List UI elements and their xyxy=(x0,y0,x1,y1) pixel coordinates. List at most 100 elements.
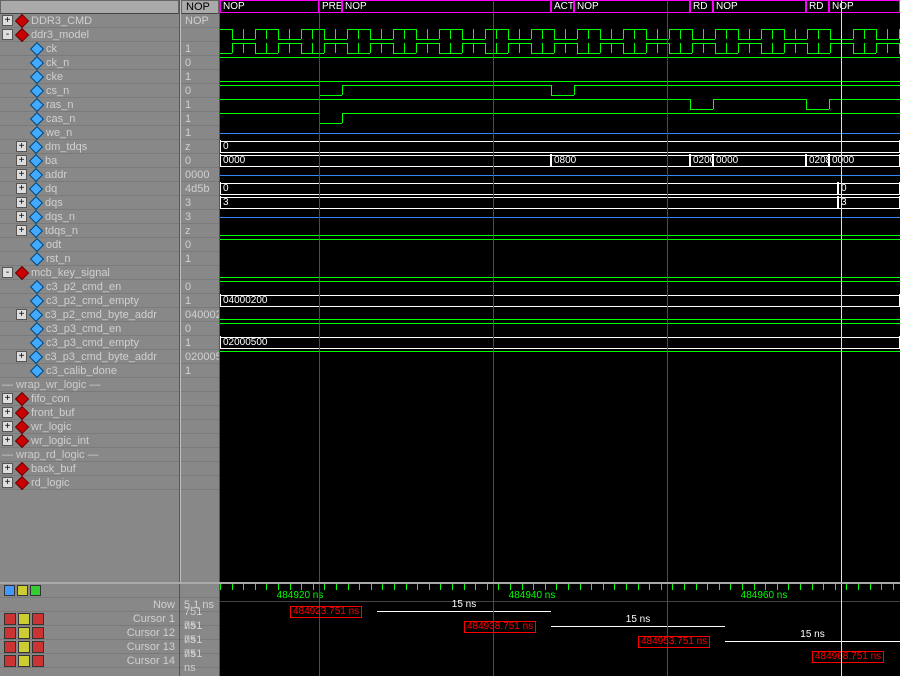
sig-dm_tdqs[interactable]: +dm_tdqs xyxy=(0,140,179,154)
sig-wr_logic[interactable]: +wr_logic xyxy=(0,420,179,434)
expand-icon[interactable]: + xyxy=(16,141,27,152)
signal-icon xyxy=(30,363,44,377)
tool-icon-3[interactable] xyxy=(30,585,41,596)
sig-rd_logic[interactable]: + rd_logic xyxy=(0,476,179,490)
sig-cs_n[interactable]: cs_n xyxy=(0,84,179,98)
key-icon[interactable] xyxy=(18,613,30,625)
sig-c3_calib_done[interactable]: c3_calib_done xyxy=(0,364,179,378)
signal-label: c3_p3_cmd_en xyxy=(46,322,121,336)
tool-icon-2[interactable] xyxy=(17,585,28,596)
tick-label: 484940 ns xyxy=(509,590,556,601)
flag-icon[interactable] xyxy=(32,655,44,667)
sig-c3_p2_cmd_en[interactable]: c3_p2_cmd_en xyxy=(0,280,179,294)
lock-icon[interactable] xyxy=(4,655,16,667)
sig-c3_p2_cmd_byte_addr[interactable]: +c3_p2_cmd_byte_addr xyxy=(0,308,179,322)
flag-icon[interactable] xyxy=(32,641,44,653)
cursor-row[interactable]: Cursor 1 xyxy=(0,612,179,626)
cursor-line[interactable] xyxy=(841,0,842,582)
sig-dqs_n[interactable]: + dqs_n xyxy=(0,210,179,224)
cursor-row[interactable]: Cursor 13 xyxy=(0,640,179,654)
sig-mcb_key_signal[interactable]: -mcb_key_signal xyxy=(0,266,179,280)
sig-cas_n[interactable]: cas_n xyxy=(0,112,179,126)
cursor-row[interactable]: Cursor 12 xyxy=(0,626,179,640)
sig-addr[interactable]: +addr xyxy=(0,168,179,182)
cursor-line[interactable] xyxy=(493,0,494,582)
footer-left: Now Cursor 1Cursor 12Cursor 13Cursor 14 xyxy=(0,584,180,676)
sig-wr_logic_int[interactable]: +wr_logic_int xyxy=(0,434,179,448)
sig-tdqs_n[interactable]: +tdqs_n xyxy=(0,224,179,238)
signal-icon xyxy=(30,69,44,83)
sig-ck_n[interactable]: ck_n xyxy=(0,56,179,70)
lock-icon[interactable] xyxy=(4,627,16,639)
expand-icon[interactable]: + xyxy=(2,421,13,432)
sig-ck[interactable]: ck xyxy=(0,42,179,56)
expand-icon[interactable]: - xyxy=(2,267,13,278)
signal-icon xyxy=(30,321,44,335)
sig-rst_n[interactable]: rst_n xyxy=(0,252,179,266)
sig-odt[interactable]: odt xyxy=(0,238,179,252)
main-area: +DDR3_CMD-ddr3_modelckck_nckecs_nras_nca… xyxy=(0,0,900,582)
cursor-time-box[interactable]: 484953.751 ns xyxy=(638,636,710,648)
waveform-area[interactable]: NOPPRENOPACTNOPRDNOPRDNOP 00000800020000… xyxy=(220,0,900,582)
expand-icon[interactable]: + xyxy=(2,15,13,26)
cursor-line[interactable] xyxy=(319,0,320,582)
cursor-time-box[interactable]: 484938.751 ns xyxy=(464,621,536,633)
val-ck_n: 0 xyxy=(181,56,219,70)
sig-wrap_rd_logic[interactable]: — wrap_rd_logic — xyxy=(0,448,179,462)
key-icon[interactable] xyxy=(18,641,30,653)
sig-wrap_wr_logic[interactable]: — wrap_wr_logic — xyxy=(0,378,179,392)
flag-icon[interactable] xyxy=(32,627,44,639)
sig-c3_p3_cmd_byte_addr[interactable]: +c3_p3_cmd_byte_addr xyxy=(0,350,179,364)
tool-icon-1[interactable] xyxy=(4,585,15,596)
cursor-time-box[interactable]: 484923.751 ns xyxy=(290,606,362,618)
expand-icon[interactable]: + xyxy=(16,169,27,180)
sig-DDR3_CMD[interactable]: +DDR3_CMD xyxy=(0,14,179,28)
expand-icon[interactable]: + xyxy=(2,435,13,446)
expand-icon[interactable]: + xyxy=(2,407,13,418)
sig-dq[interactable]: +dq xyxy=(0,182,179,196)
sig-cke[interactable]: cke xyxy=(0,70,179,84)
signal-label: fifo_con xyxy=(31,392,70,406)
expand-icon[interactable]: + xyxy=(2,477,13,488)
signal-icon xyxy=(29,209,43,223)
footer-timescale[interactable]: 484920 ns484940 ns484960 ns 484923.751 n… xyxy=(220,584,900,676)
cmd-NOP: NOP xyxy=(342,0,551,13)
key-icon[interactable] xyxy=(18,627,30,639)
sig-ddr3_model[interactable]: -ddr3_model xyxy=(0,28,179,42)
expand-icon[interactable]: + xyxy=(2,463,13,474)
expand-icon[interactable]: + xyxy=(16,225,27,236)
signal-icon xyxy=(15,13,29,27)
signal-label: rd_logic xyxy=(31,476,70,490)
expand-icon[interactable]: + xyxy=(2,393,13,404)
signal-icon xyxy=(15,405,29,419)
signal-icon xyxy=(30,279,44,293)
expand-icon[interactable]: + xyxy=(16,211,27,222)
sig-c3_p3_cmd_empty[interactable]: c3_p3_cmd_empty xyxy=(0,336,179,350)
signal-icon xyxy=(30,293,44,307)
signal-icon xyxy=(15,27,29,41)
signal-label: dqs_n xyxy=(45,210,75,224)
sig-ras_n[interactable]: ras_n xyxy=(0,98,179,112)
lock-icon[interactable] xyxy=(4,641,16,653)
cursor-row[interactable]: Cursor 14 xyxy=(0,654,179,668)
expand-icon[interactable]: + xyxy=(16,351,27,362)
sig-front_buf[interactable]: +front_buf xyxy=(0,406,179,420)
sig-dqs[interactable]: +dqs xyxy=(0,196,179,210)
sig-back_buf[interactable]: +back_buf xyxy=(0,462,179,476)
expand-icon[interactable]: - xyxy=(2,29,13,40)
key-icon[interactable] xyxy=(18,655,30,667)
val-header: NOP xyxy=(181,0,219,14)
expand-icon[interactable]: + xyxy=(16,183,27,194)
expand-icon[interactable]: + xyxy=(16,155,27,166)
expand-icon[interactable]: + xyxy=(16,197,27,208)
expand-icon[interactable]: + xyxy=(16,309,27,320)
sig-c3_p3_cmd_en[interactable]: c3_p3_cmd_en xyxy=(0,322,179,336)
sig-c3_p2_cmd_empty[interactable]: c3_p2_cmd_empty xyxy=(0,294,179,308)
sig-ba[interactable]: +ba xyxy=(0,154,179,168)
sig-we_n[interactable]: we_n xyxy=(0,126,179,140)
lock-icon[interactable] xyxy=(4,613,16,625)
cursor-time-box[interactable]: 484968.751 ns xyxy=(812,651,884,663)
cursor-line[interactable] xyxy=(667,0,668,582)
sig-fifo_con[interactable]: + fifo_con xyxy=(0,392,179,406)
flag-icon[interactable] xyxy=(32,613,44,625)
